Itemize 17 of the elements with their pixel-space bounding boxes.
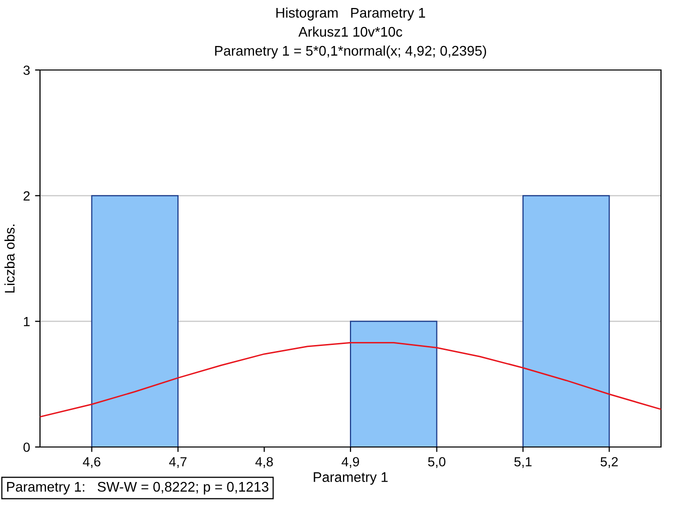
x-tick-label: 4,8 <box>255 457 273 468</box>
y-tick-label: 1 <box>24 317 30 326</box>
x-tick-label: 5,0 <box>428 457 446 468</box>
y-tick-label: 2 <box>24 191 30 200</box>
x-axis-title: Parametry 1 <box>314 472 388 485</box>
chart-title: Histogram Parametry 1 <box>276 8 426 20</box>
x-tick-label: 4,7 <box>169 457 187 468</box>
x-tick-label: 5,2 <box>600 457 618 468</box>
text: Parametry 1: SW-W = 0,8222; p = 0,1213 <box>7 482 268 494</box>
x-tick-label: 4,9 <box>342 457 360 468</box>
y-tick-label: 3 <box>23 66 30 75</box>
y-axis-title: Liczba obs. <box>4 224 15 292</box>
chart-subtitle: Arkusz1 10v*10c Parametry 1 = 5*0,1*normal(x; 4,92; 0,2395) <box>215 26 486 58</box>
line-series <box>40 342 661 418</box>
y-tick-label: 0 <box>23 442 30 452</box>
x-tick-label: 4,6 <box>82 457 100 468</box>
x-tick-label: 5,1 <box>514 457 532 468</box>
